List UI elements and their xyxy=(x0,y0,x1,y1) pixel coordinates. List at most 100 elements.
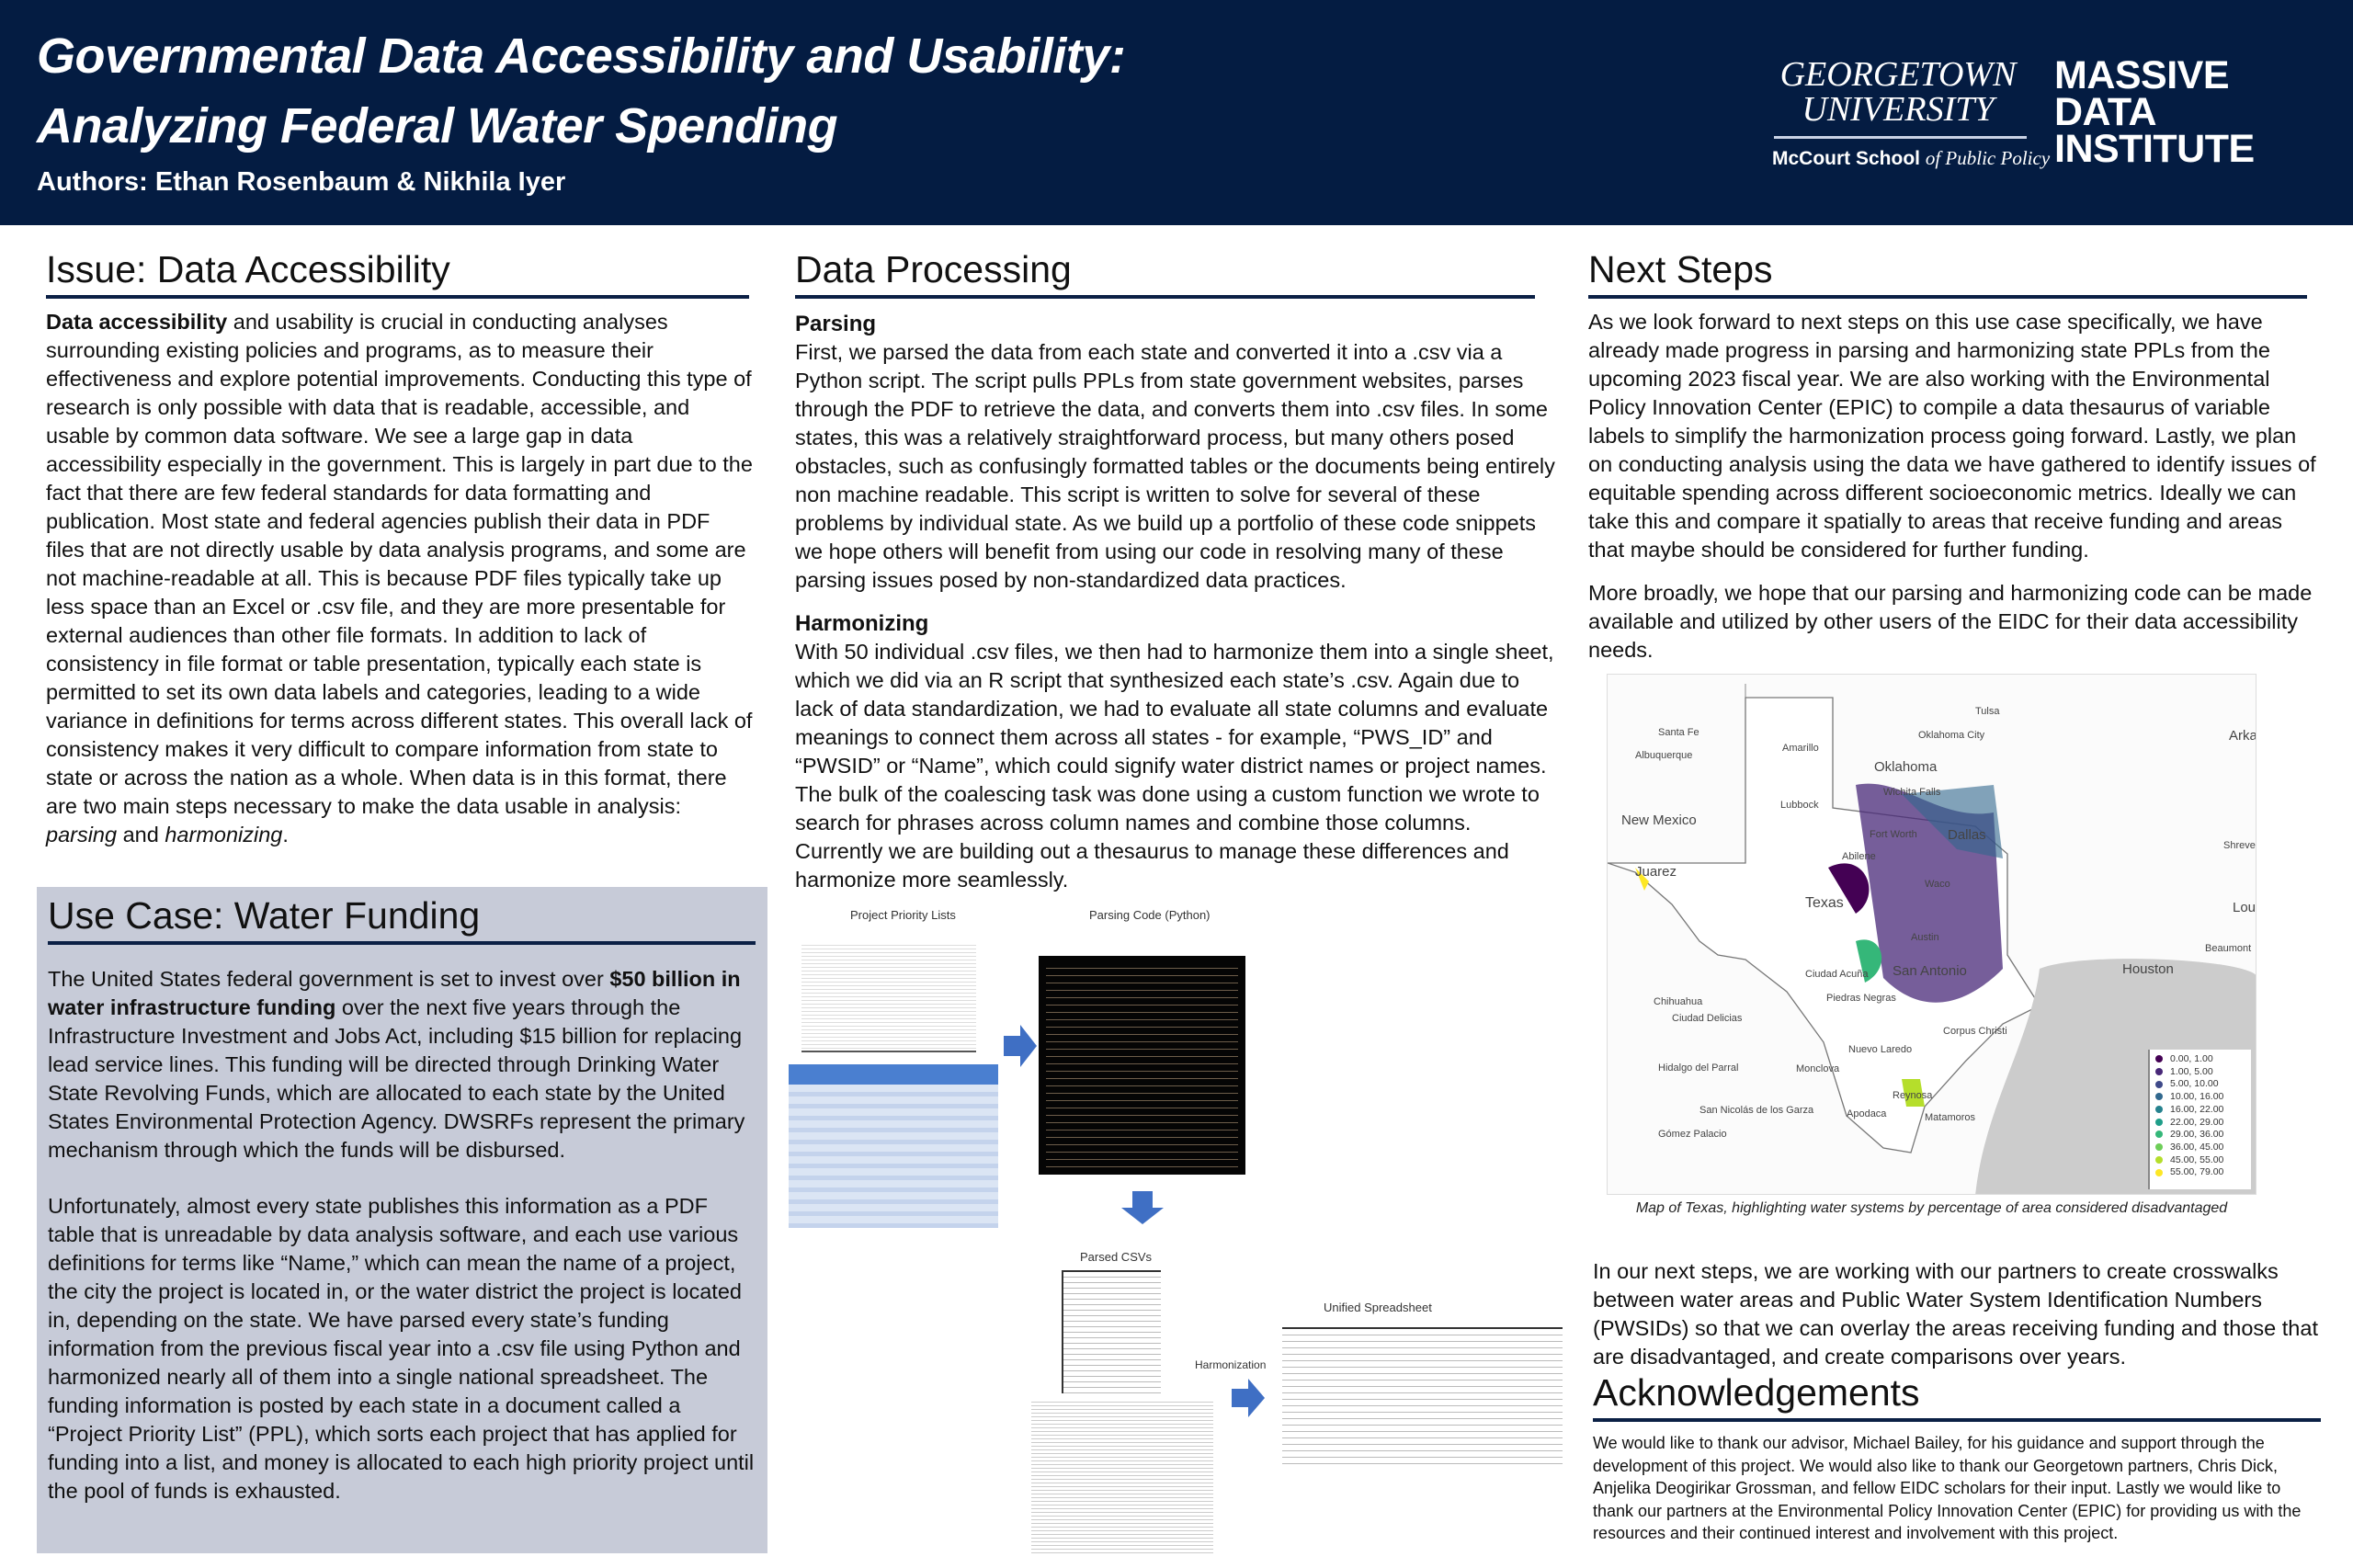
use-case-heading: Use Case: Water Funding xyxy=(48,894,756,945)
harmonizing-text: With 50 individual .csv files, we then h… xyxy=(795,640,1554,892)
legend-label: 36.00, 45.00 xyxy=(2170,1141,2224,1153)
next-steps-text-2: In our next steps, we are working with o… xyxy=(1593,1259,2318,1369)
legend-label: 5.00, 10.00 xyxy=(2170,1078,2219,1090)
processing-text: Parsing First, we parsed the data from e… xyxy=(795,310,1558,909)
parsed-csvs-label: Parsed CSVs xyxy=(1080,1250,1153,1264)
map-place-label: Houston xyxy=(2122,961,2174,977)
map-place-label: Lubbock xyxy=(1780,800,1819,811)
map-place-label: Wichita Falls xyxy=(1883,787,1941,798)
issue-heading: Issue: Data Accessibility xyxy=(46,248,749,299)
map-place-label: Dallas xyxy=(1948,827,1986,843)
map-place-label: San Antonio xyxy=(1893,963,1967,979)
next-steps-text: As we look forward to next steps on this… xyxy=(1588,310,2316,662)
map-legend: 0.00, 1.00 1.00, 5.00 5.00, 10.00 10.00, 16… xyxy=(2148,1050,2251,1189)
map-place-label: Ciudad Delicias xyxy=(1672,1013,1743,1024)
legend-label: 10.00, 16.00 xyxy=(2170,1091,2224,1103)
map-place-label: San Nicolás de los Garza xyxy=(1699,1105,1814,1116)
map-place-label: New Mexico xyxy=(1621,812,1697,828)
harmonizing-subheading: Harmonizing xyxy=(795,611,929,636)
harmonization-label: Harmonization xyxy=(1195,1358,1267,1371)
python-code-image xyxy=(1039,956,1245,1175)
parsing-subheading: Parsing xyxy=(795,312,877,336)
map-place-label: Ciudad Acuña xyxy=(1805,969,1869,980)
map-place-label: Albuquerque xyxy=(1635,750,1693,761)
map-place-label: Oklahoma City xyxy=(1918,730,1985,741)
legend-item: 29.00, 36.00 xyxy=(2155,1129,2245,1142)
processing-heading: Data Processing xyxy=(795,248,1535,299)
legend-swatch xyxy=(2155,1131,2163,1139)
legend-swatch xyxy=(2155,1118,2163,1126)
texas-map: New Mexico Oklahoma Texas Arka Lou Santa… xyxy=(1607,674,2256,1195)
legend-label: 22.00, 29.00 xyxy=(2170,1116,2224,1128)
legend-label: 1.00, 5.00 xyxy=(2170,1065,2213,1077)
legend-swatch xyxy=(2155,1093,2163,1101)
map-place-label: Monclova xyxy=(1796,1063,1840,1074)
map-place-label: Tulsa xyxy=(1975,706,2000,717)
legend-label: 0.00, 1.00 xyxy=(2170,1053,2213,1064)
map-place-label: Amarillo xyxy=(1782,743,1819,754)
map-place-label: Piedras Negras xyxy=(1826,993,1896,1004)
legend-label: 45.00, 55.00 xyxy=(2170,1153,2224,1165)
legend-item: 10.00, 16.00 xyxy=(2155,1091,2245,1104)
georgetown-logo: GEORGETOWN UNIVERSITY xyxy=(1779,55,2017,129)
map-place-label: Gómez Palacio xyxy=(1658,1129,1727,1140)
map-place-label: Chihuahua xyxy=(1654,996,1703,1007)
legend-item: 55.00, 79.00 xyxy=(2155,1166,2245,1179)
acknowledgements-text: We would like to thank our advisor, Mich… xyxy=(1593,1434,2302,1542)
ppl-document-image xyxy=(801,942,976,1052)
map-place-label: Reynosa xyxy=(1893,1090,1933,1101)
map-place-label: Lou xyxy=(2233,900,2256,915)
map-place-label: Corpus Christi xyxy=(1943,1026,2007,1037)
map-place-label: Texas xyxy=(1805,895,1844,911)
poster-title-line2: Analyzing Federal Water Spending xyxy=(37,98,838,153)
poster-header: Governmental Data Accessibility and Usab… xyxy=(0,0,2353,225)
map-place-label: Abilene xyxy=(1842,851,1876,862)
legend-item: 16.00, 22.00 xyxy=(2155,1104,2245,1117)
legend-swatch xyxy=(2155,1080,2163,1088)
legend-label: 16.00, 22.00 xyxy=(2170,1103,2224,1115)
poster-title-line1: Governmental Data Accessibility and Usab… xyxy=(37,28,1126,84)
map-place-label: Fort Worth xyxy=(1870,829,1917,840)
parsing-text: First, we parsed the data from each stat… xyxy=(795,340,1555,592)
massive-data-institute-logo: MASSIVE DATA INSTITUTE xyxy=(2054,53,2255,171)
legend-item: 36.00, 45.00 xyxy=(2155,1142,2245,1154)
ppl-label: Project Priority Lists xyxy=(850,908,956,922)
ppl-table-image xyxy=(789,1064,998,1228)
next-steps-heading: Next Steps xyxy=(1588,248,2307,299)
legend-swatch xyxy=(2155,1106,2163,1114)
issue-text: Data accessibility and usability is cruc… xyxy=(46,310,753,846)
map-place-label: Austin xyxy=(1911,932,1939,943)
acknowledgements-heading: Acknowledgements xyxy=(1593,1371,2321,1422)
legend-swatch xyxy=(2155,1055,2163,1063)
use-case-text: The United States federal government is … xyxy=(48,967,755,1503)
legend-swatch xyxy=(2155,1155,2163,1164)
csv-image-1 xyxy=(1062,1270,1161,1393)
legend-item: 22.00, 29.00 xyxy=(2155,1117,2245,1130)
map-place-label: Matamoros xyxy=(1925,1112,1976,1123)
legend-item: 0.00, 1.00 xyxy=(2155,1053,2245,1066)
map-place-label: Oklahoma xyxy=(1874,759,1938,775)
arrow-right-icon xyxy=(1232,1379,1265,1417)
arrow-right-icon xyxy=(1004,1025,1037,1067)
legend-label: 55.00, 79.00 xyxy=(2170,1166,2224,1178)
map-place-label: Apodaca xyxy=(1847,1108,1887,1119)
legend-item: 1.00, 5.00 xyxy=(2155,1066,2245,1079)
map-place-label: Shreve xyxy=(2223,840,2256,851)
legend-swatch xyxy=(2155,1143,2163,1152)
map-place-label: Waco xyxy=(1925,879,1950,890)
legend-swatch xyxy=(2155,1168,2163,1176)
map-place-label: Beaumont xyxy=(2205,943,2252,954)
authors: Authors: Ethan Rosenbaum & Nikhila Iyer xyxy=(37,167,566,197)
arrow-down-icon xyxy=(1121,1191,1164,1224)
unified-spreadsheet-label: Unified Spreadsheet xyxy=(1324,1301,1432,1314)
legend-item: 5.00, 10.00 xyxy=(2155,1078,2245,1091)
csv-image-2 xyxy=(1031,1399,1213,1553)
map-place-label: Arka xyxy=(2229,728,2256,744)
legend-item: 45.00, 55.00 xyxy=(2155,1154,2245,1167)
legend-swatch xyxy=(2155,1067,2163,1075)
map-caption: Map of Texas, highlighting water systems… xyxy=(1635,1200,2228,1216)
code-label: Parsing Code (Python) xyxy=(1089,908,1211,922)
unified-spreadsheet-image xyxy=(1282,1327,1563,1470)
map-place-label: Santa Fe xyxy=(1658,727,1699,738)
use-case-panel: Use Case: Water Funding The United State… xyxy=(37,887,767,1553)
